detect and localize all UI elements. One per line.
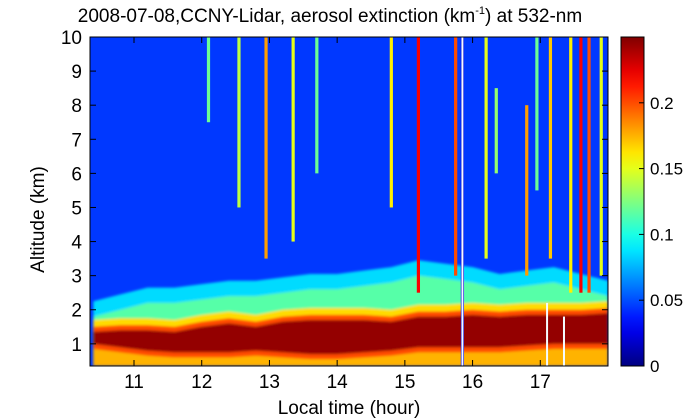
cloud-streak-5 [315,37,319,174]
y-axis-ticks: 1 2 3 4 5 6 7 8 9 10 [61,28,608,356]
colorbar-ticks: 0 0.05 0.1 0.15 0.2 [639,94,683,376]
x-tick-label-13: 13 [259,372,280,393]
cloud-streak-2 [237,37,241,208]
cloud-streak-4 [291,37,295,242]
cloud-streak-18 [599,37,603,276]
x-tick-label-16: 16 [462,372,483,393]
y-tick-label-1: 1 [71,335,82,356]
cloud-streak-16 [579,37,583,293]
data-gap-2 [546,302,549,366]
data-gap-3 [562,316,565,366]
colorbar-tick-label-2: 0.1 [650,225,674,244]
cloud-streak-1 [206,37,211,123]
x-axis-label: Local time (hour) [278,398,421,419]
x-tick-label-15: 15 [394,372,415,393]
cloud-streak-11 [494,88,498,174]
data-gap-1 [461,37,464,366]
colorbar-tick-label-4: 0.2 [650,94,674,113]
colorbar-tick-label-0: 0 [650,357,659,376]
data-gaps [461,37,565,366]
y-tick-label-2: 2 [71,301,82,322]
plot-frame [89,36,609,367]
y-tick-label-8: 8 [71,96,82,117]
cloud-streak-15 [569,37,573,293]
y-tick-label-3: 3 [71,267,82,288]
y-tick-label-10: 10 [61,28,82,49]
y-axis-label: Altitude (km) [28,166,49,273]
x-tick-label-17: 17 [530,372,551,393]
cloud-streak-10 [484,37,488,259]
cloud-streak-6 [389,37,393,208]
cloud-streak-12 [525,105,529,276]
colorbar-tick-label-1: 0.05 [650,291,683,310]
cloud-streak-3 [264,37,268,259]
y-tick-label-6: 6 [71,164,82,185]
colorbar-gradient [620,36,645,367]
near-ground-layer [93,348,608,366]
colorbar: 0 0.05 0.1 0.15 0.2 [620,36,683,376]
boundary-layer [93,260,608,366]
cloud-streak-7 [416,37,421,293]
y-tick-label-7: 7 [71,130,82,151]
x-tick-label-11: 11 [124,372,144,393]
y-tick-label-5: 5 [71,198,82,219]
cloud-streak-13 [535,37,539,191]
colorbar-tick-label-3: 0.15 [650,160,683,179]
title-superscript: -1 [475,5,485,17]
cloud-streak-8 [454,37,458,276]
y-tick-label-4: 4 [71,233,82,254]
x-tick-label-14: 14 [327,372,349,393]
chart-title: 2008-07-08,CCNY-Lidar, aerosol extinctio… [78,5,582,27]
y-tick-label-9: 9 [71,62,82,83]
cloud-streak-17 [587,37,591,293]
x-tick-label-12: 12 [191,372,212,393]
aerosol-core [93,313,608,355]
heatmap-plot-area [90,37,608,366]
x-axis-ticks: 11 12 13 14 15 16 17 [124,37,551,393]
cloud-streak-14 [548,37,553,259]
